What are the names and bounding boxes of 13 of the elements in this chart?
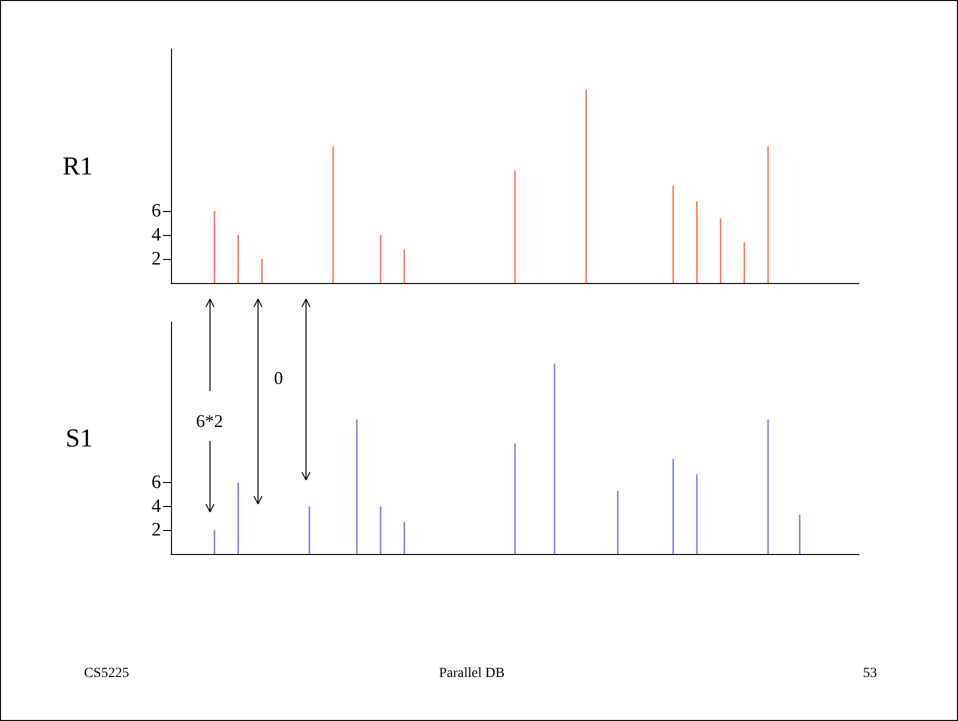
text: 53 bbox=[863, 666, 877, 682]
annotation: 0 bbox=[274, 368, 283, 389]
y-axis-title: S1 bbox=[66, 424, 93, 452]
y-tick-label: 4 bbox=[152, 496, 162, 517]
text: CS5225 bbox=[84, 666, 130, 682]
y-tick-label: 6 bbox=[152, 472, 161, 494]
y-tick-label: 6 bbox=[152, 200, 161, 222]
y-tick-label: 4 bbox=[152, 224, 162, 246]
y-tick-label: 2 bbox=[152, 520, 161, 541]
annotation: 6*2 bbox=[196, 411, 223, 432]
y-tick-label: 2 bbox=[152, 248, 161, 270]
text: Parallel DB bbox=[439, 666, 505, 682]
y-axis-title: R1 bbox=[62, 152, 93, 180]
